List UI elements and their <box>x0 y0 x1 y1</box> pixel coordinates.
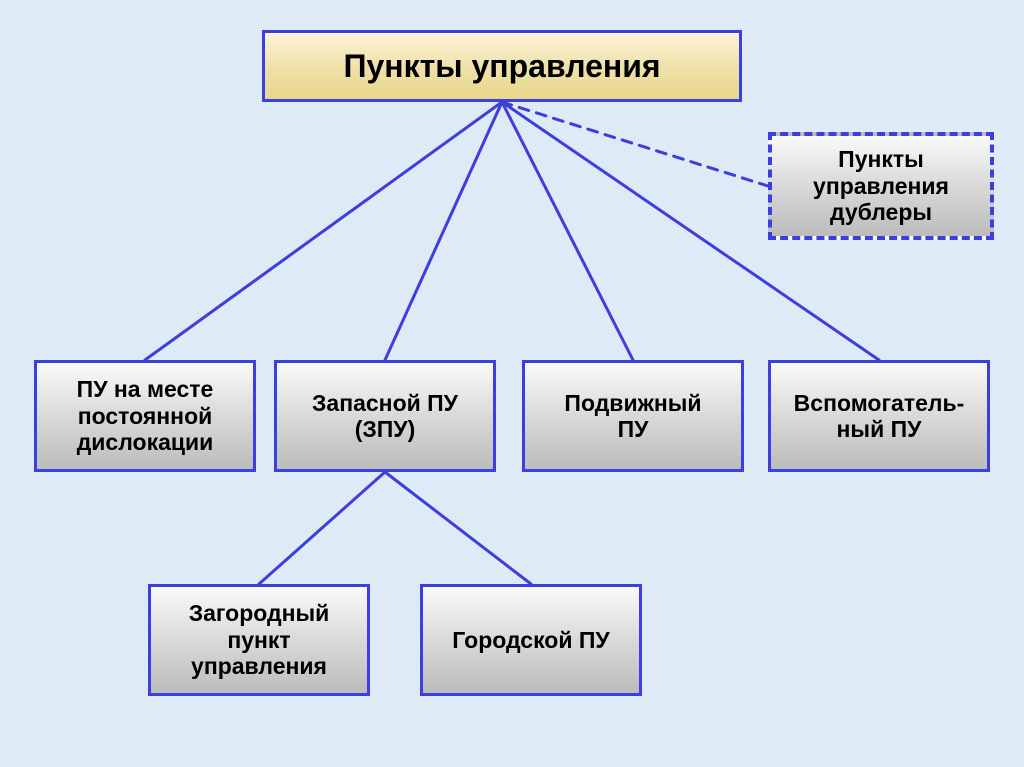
node-n4: Вспомогатель-ный ПУ <box>768 360 990 472</box>
node-n2-label: Запасной ПУ(ЗПУ) <box>312 390 458 443</box>
node-c1-label: Загородныйпунктуправления <box>189 600 330 679</box>
node-n1-label: ПУ на местепостояннойдислокации <box>77 376 214 455</box>
node-c1: Загородныйпунктуправления <box>148 584 370 696</box>
node-n1: ПУ на местепостояннойдислокации <box>34 360 256 472</box>
diagram-stage: Пункты управления Пунктыуправлениядублер… <box>0 0 1024 767</box>
node-c2: Городской ПУ <box>420 584 642 696</box>
node-n2: Запасной ПУ(ЗПУ) <box>274 360 496 472</box>
node-root: Пункты управления <box>262 30 742 102</box>
node-n3: ПодвижныйПУ <box>522 360 744 472</box>
node-c2-label: Городской ПУ <box>452 627 609 653</box>
node-n4-label: Вспомогатель-ный ПУ <box>794 390 965 443</box>
node-dup-label: Пунктыуправлениядублеры <box>813 146 949 225</box>
node-dup: Пунктыуправлениядублеры <box>768 132 994 240</box>
node-root-label: Пункты управления <box>343 48 660 85</box>
node-n3-label: ПодвижныйПУ <box>564 390 701 443</box>
